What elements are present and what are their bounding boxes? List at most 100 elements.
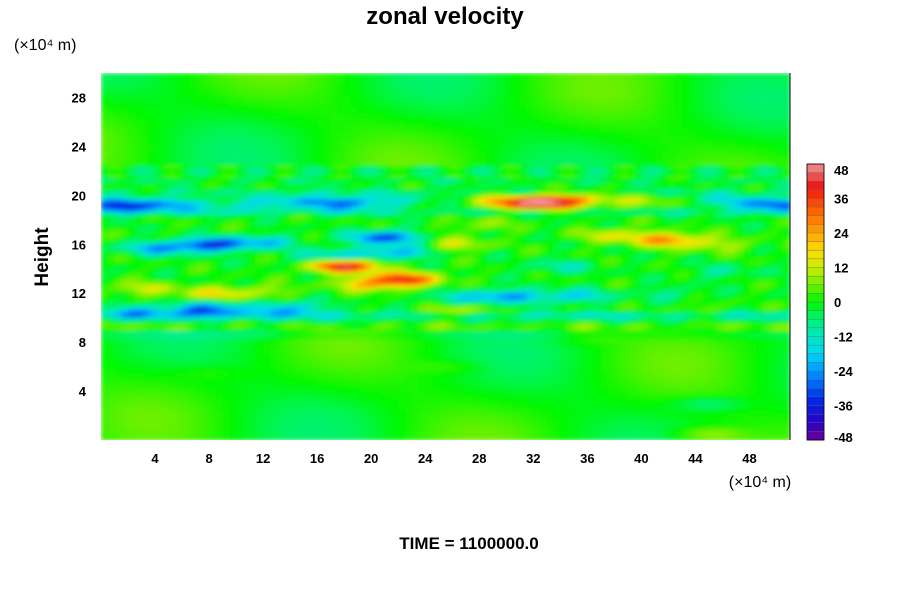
- field-cell: [128, 433, 136, 438]
- field-cell: [202, 391, 210, 395]
- field-cell: [486, 391, 494, 395]
- field-cell: [519, 406, 528, 411]
- field-cell: [101, 311, 109, 316]
- field-cell: [648, 320, 656, 325]
- field-cell: [776, 427, 784, 432]
- field-cell: [492, 372, 501, 377]
- field-cell: [756, 360, 764, 365]
- field-cell: [107, 329, 116, 334]
- field-cell: [263, 290, 271, 294]
- field-cell: [195, 351, 203, 355]
- field-cell: [762, 427, 771, 432]
- field-cell: [215, 394, 224, 398]
- field-cell: [621, 311, 629, 316]
- field-cell: [742, 296, 751, 300]
- field-cell: [769, 354, 778, 359]
- field-cell: [486, 418, 494, 423]
- field-cell: [276, 415, 284, 420]
- field-cell: [675, 403, 683, 407]
- field-cell: [600, 360, 609, 365]
- field-cell: [101, 336, 109, 340]
- field-cell: [553, 342, 561, 346]
- field-cell: [445, 351, 453, 355]
- field-cell: [546, 326, 555, 331]
- field-cell: [357, 354, 366, 359]
- field-cell: [202, 302, 210, 307]
- field-cell: [155, 366, 163, 371]
- field-cell: [499, 299, 507, 303]
- field-cell: [310, 314, 318, 319]
- field-cell: [546, 375, 555, 380]
- field-cell: [290, 360, 298, 365]
- field-cell: [465, 412, 474, 417]
- field-cell: [438, 290, 447, 294]
- field-cell: [249, 317, 257, 322]
- field-cell: [155, 345, 163, 349]
- field-cell: [729, 409, 737, 414]
- field-cell: [134, 317, 143, 322]
- field-cell: [269, 415, 278, 420]
- field-cell: [337, 329, 345, 334]
- field-cell: [452, 415, 460, 420]
- field-cell: [783, 397, 790, 401]
- field-cell: [533, 329, 541, 334]
- field-cell: [641, 415, 649, 420]
- field-cell: [641, 406, 649, 411]
- field-cell: [438, 384, 447, 389]
- field-cell: [161, 378, 170, 383]
- field-cell: [310, 369, 318, 374]
- field-cell: [492, 375, 501, 380]
- field-cell: [188, 366, 197, 371]
- field-cell: [431, 293, 440, 297]
- field-cell: [735, 293, 744, 297]
- field-cell: [168, 293, 176, 297]
- field-cell: [391, 329, 399, 334]
- field-cell: [445, 357, 453, 362]
- field-cell: [182, 360, 190, 365]
- field-cell: [276, 320, 284, 325]
- field-cell: [263, 348, 271, 352]
- field-cell: [729, 342, 737, 346]
- field-cell: [141, 363, 149, 368]
- field-cell: [675, 293, 683, 297]
- field-cell: [188, 378, 197, 383]
- field-cell: [492, 299, 501, 303]
- field-cell: [722, 384, 730, 389]
- field-cell: [121, 345, 129, 349]
- field-cell: [519, 323, 528, 328]
- field-cell: [729, 305, 737, 310]
- field-cell: [134, 388, 143, 392]
- field-cell: [404, 332, 413, 337]
- field-cell: [526, 388, 534, 392]
- field-cell: [587, 409, 595, 414]
- field-cell: [573, 323, 582, 328]
- field-cell: [263, 433, 271, 438]
- field-cell: [418, 317, 426, 322]
- field-cell: [121, 378, 129, 383]
- field-cell: [735, 326, 744, 331]
- field-cell: [594, 381, 602, 386]
- field-cell: [101, 372, 109, 377]
- field-cell: [175, 403, 183, 407]
- field-cell: [431, 424, 440, 429]
- field-cell: [175, 391, 183, 395]
- field-cell: [222, 388, 230, 392]
- field-cell: [357, 299, 366, 303]
- field-cell: [533, 403, 541, 407]
- field-cell: [121, 299, 129, 303]
- field-cell: [580, 409, 588, 414]
- field-cell: [776, 397, 784, 401]
- field-cell: [317, 299, 325, 303]
- field-cell: [229, 403, 237, 407]
- field-cell: [472, 388, 480, 392]
- field-cell: [513, 345, 521, 349]
- field-cell: [756, 296, 764, 300]
- field-cell: [101, 305, 109, 310]
- field-cell: [350, 378, 359, 383]
- field-cell: [749, 363, 757, 368]
- field-cell: [242, 366, 251, 371]
- field-cell: [209, 290, 217, 294]
- field-cell: [479, 336, 487, 340]
- field-cell: [526, 378, 534, 383]
- field-cell: [350, 314, 359, 319]
